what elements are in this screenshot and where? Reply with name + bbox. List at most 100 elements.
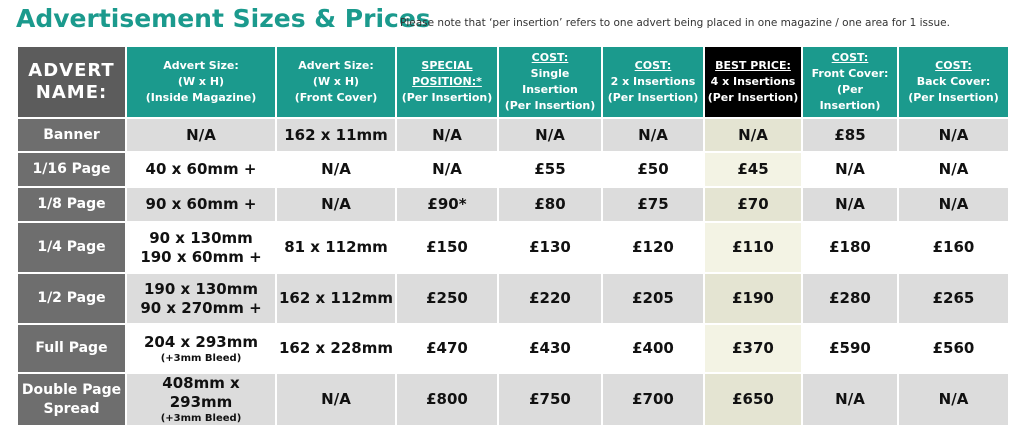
cell: N/A — [395, 151, 499, 188]
header-line: (Per Insertion) — [607, 91, 699, 104]
cell: N/A — [125, 117, 277, 153]
cell: N/A — [801, 372, 899, 427]
note: Please note that ‘per insertion’ refers … — [400, 17, 950, 29]
column-header: SPECIAL POSITION:* (Per Insertion) — [395, 45, 499, 119]
table-row: 1/8 Page 90 x 60mm + N/A £90* £80 £75 £70 N/A N/… — [16, 186, 1010, 223]
row-name: 1/4 Page — [16, 221, 127, 274]
cell: N/A — [275, 186, 397, 223]
header-line: (W x H) — [312, 75, 360, 88]
cell: 162 x 112mm — [275, 272, 397, 325]
cell-line: 204 x 293mm — [143, 332, 258, 351]
header-line: COST: — [531, 51, 569, 64]
cell: N/A — [897, 117, 1010, 153]
cell: £90* — [395, 186, 499, 223]
table-row: Double Page Spread 408mm x 293mm (+3mm Ble… — [16, 372, 1010, 427]
header-line: (Per Insertion) — [504, 99, 596, 112]
table-row: Banner N/A 162 x 11mm N/A N/A N/A N/A £85 N/A — [16, 117, 1010, 153]
row-name: 1/16 Page — [16, 151, 127, 188]
header-line: COST: — [935, 59, 972, 72]
header-line: (Per Insertion) — [908, 91, 999, 104]
column-header: COST: Front Cover: (Per Insertion) — [801, 45, 899, 119]
cell: N/A — [497, 117, 603, 153]
header-line: Back Cover: — [916, 75, 991, 88]
row-name: 1/2 Page — [16, 272, 127, 325]
row-name: Banner — [16, 117, 127, 153]
table-row: 1/2 Page 190 x 130mm 90 x 270mm +162 x 112… — [16, 272, 1010, 325]
table-row: 1/4 Page 90 x 130mm 190 x 60mm +81 x 112mm… — [16, 221, 1010, 274]
row-name: Double Page Spread — [16, 372, 127, 427]
header-line: Front Cover: — [811, 67, 889, 80]
cell: N/A — [703, 117, 803, 153]
cell: £800 — [395, 372, 499, 427]
cell: N/A — [897, 372, 1010, 427]
cell: £50 — [601, 151, 705, 188]
cell: £400 — [601, 323, 705, 374]
cell: 90 x 130mm 190 x 60mm + — [125, 221, 277, 274]
cell: 162 x 11mm — [275, 117, 397, 153]
cell: £80 — [497, 186, 603, 223]
header-line: Advert Size: — [298, 59, 374, 72]
price-table: ADVERT NAME: Advert Size: (W x H) (Inside M… — [16, 45, 1010, 427]
cell: £75 — [601, 186, 705, 223]
cell: N/A — [801, 186, 899, 223]
cell: £190 — [703, 272, 803, 325]
cell: £470 — [395, 323, 499, 374]
header-line: COST: — [634, 59, 672, 72]
cell: 190 x 130mm 90 x 270mm + — [125, 272, 277, 325]
title: Advertisement Sizes & Prices — [16, 4, 431, 33]
cell: £250 — [395, 272, 499, 325]
header-line: (Per Insertion) — [707, 91, 799, 104]
header-line: (W x H) — [177, 75, 225, 88]
cell: £160 — [897, 221, 1010, 274]
cell: N/A — [801, 151, 899, 188]
header-line: SPECIAL POSITION:* — [412, 59, 482, 88]
column-header: ADVERT NAME: — [16, 45, 127, 119]
cell: £150 — [395, 221, 499, 274]
cell: £45 — [703, 151, 803, 188]
cell: £370 — [703, 323, 803, 374]
cell: £265 — [897, 272, 1010, 325]
cell: N/A — [897, 151, 1010, 188]
column-header: Advert Size: (W x H) (Inside Magazine) — [125, 45, 277, 119]
cell-line: 190 x 130mm — [143, 279, 258, 298]
cell: £280 — [801, 272, 899, 325]
cell: 204 x 293mm (+3mm Bleed) — [125, 323, 277, 374]
cell: £750 — [497, 372, 603, 427]
cell: £130 — [497, 221, 603, 274]
cell: £650 — [703, 372, 803, 427]
header-line: (Inside Magazine) — [145, 91, 257, 104]
cell: £85 — [801, 117, 899, 153]
cell: £220 — [497, 272, 603, 325]
cell: 40 x 60mm + — [125, 151, 277, 188]
cell-line: 90 x 130mm — [149, 228, 253, 247]
header-line: Single Insertion — [522, 67, 578, 96]
cell: N/A — [897, 186, 1010, 223]
cell: £180 — [801, 221, 899, 274]
table-row: Full Page 204 x 293mm (+3mm Bleed) 162 x 22… — [16, 323, 1010, 374]
table-row: 1/16 Page 40 x 60mm + N/A N/A £55 £50 £45 N/A N/… — [16, 151, 1010, 188]
column-header: Advert Size: (W x H) (Front Cover) — [275, 45, 397, 119]
cell: 90 x 60mm + — [125, 186, 277, 223]
cell-line: 190 x 60mm + — [140, 247, 262, 266]
cell: 408mm x 293mm (+3mm Bleed) — [125, 372, 277, 427]
column-header: COST: Single Insertion (Per Insertion) — [497, 45, 603, 119]
cell: £110 — [703, 221, 803, 274]
cell: £700 — [601, 372, 705, 427]
cell: £55 — [497, 151, 603, 188]
header-line: (Per Insertion) — [819, 83, 881, 112]
column-header: BEST PRICE: 4 x Insertions (Per Insertion) — [703, 45, 803, 119]
cell: £430 — [497, 323, 603, 374]
cell: £120 — [601, 221, 705, 274]
cell: £205 — [601, 272, 705, 325]
cell: N/A — [275, 151, 397, 188]
cell-line: (+3mm Bleed) — [160, 352, 242, 364]
cell: N/A — [601, 117, 705, 153]
column-header: COST: 2 x Insertions (Per Insertion) — [601, 45, 705, 119]
cell-line: (+3mm Bleed) — [160, 413, 242, 424]
header-line: BEST PRICE: — [715, 59, 791, 72]
column-header: COST: Back Cover: (Per Insertion) — [897, 45, 1010, 119]
cell: 162 x 228mm — [275, 323, 397, 374]
header-line: Advert Size: — [163, 59, 239, 72]
cell: N/A — [275, 372, 397, 427]
